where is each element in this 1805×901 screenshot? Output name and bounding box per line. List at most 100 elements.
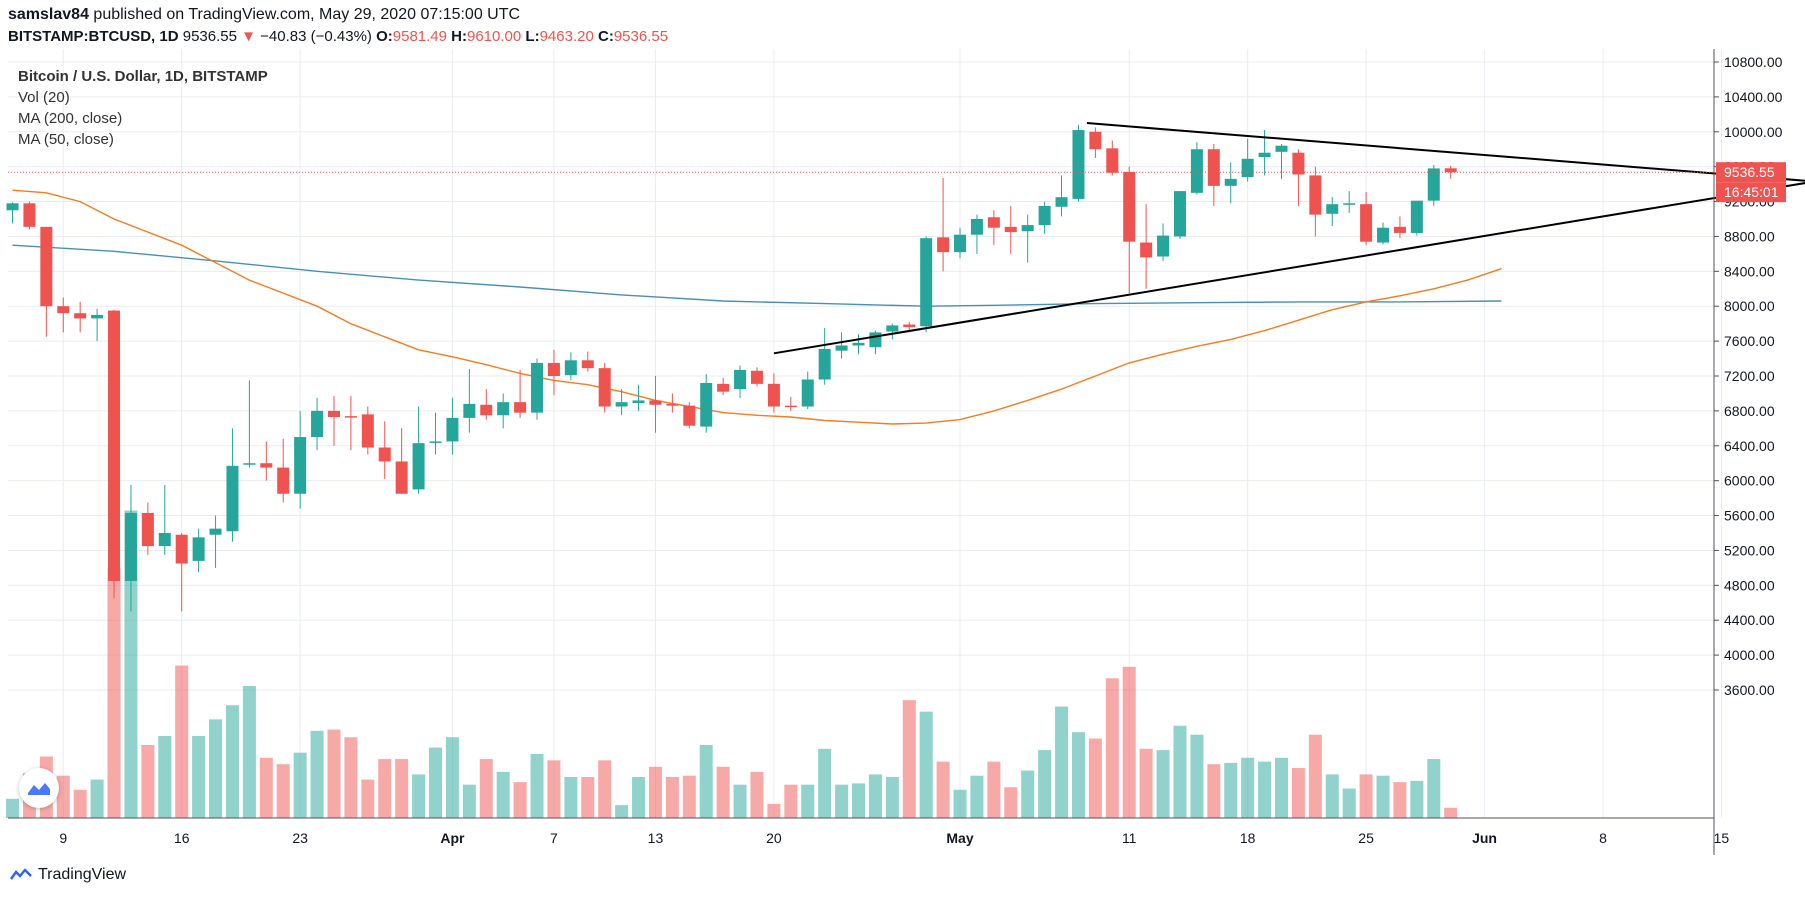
candle-body: [480, 404, 493, 416]
candle-body: [1004, 226, 1017, 233]
time-tick-label: 8: [1599, 830, 1607, 846]
price-tick-label: 6400.00: [1724, 438, 1775, 454]
author-name[interactable]: samslav84: [8, 6, 89, 23]
legend-title: Bitcoin / U.S. Dollar, 1D, BITSTAMP: [18, 68, 268, 85]
legend-volume[interactable]: Vol (20): [18, 89, 70, 106]
volume-bar: [970, 775, 984, 818]
volume-bar: [1088, 738, 1102, 818]
volume-bar: [868, 774, 882, 818]
moving-averages: [12, 189, 1502, 425]
tradingview-badge[interactable]: [19, 768, 59, 808]
legend: Bitcoin / U.S. Dollar, 1D, BITSTAMP Vol …: [18, 66, 268, 150]
price-tick-label: 8000.00: [1724, 298, 1775, 314]
volume-bar: [344, 737, 358, 818]
candle-body: [412, 443, 425, 490]
time-axis: 9 16 23 Apr 7 13 20 May 11 18 25 Jun 8 15: [59, 830, 1729, 846]
candle-body: [1309, 175, 1322, 215]
open-value: 9581.49: [392, 28, 447, 45]
price-tick-label: 4000.00: [1724, 647, 1775, 663]
candle-body: [6, 203, 19, 211]
volume-bar: [225, 705, 239, 818]
price-tick-label: 10400.00: [1724, 89, 1783, 105]
candle-body: [954, 234, 967, 253]
candle-body: [700, 382, 713, 427]
volume-bars: [6, 510, 1458, 818]
candle-body: [1258, 152, 1271, 158]
candle-body: [1241, 158, 1254, 178]
candle-body: [40, 226, 53, 307]
candle-body: [1393, 226, 1406, 233]
volume-bar: [835, 784, 849, 818]
candle-body: [91, 314, 104, 319]
candle-body: [192, 537, 205, 561]
time-tick-label: Jun: [1472, 830, 1497, 846]
volume-bar: [987, 761, 1001, 818]
candle-body: [750, 370, 763, 384]
volume-bar: [513, 782, 527, 818]
candle-body: [581, 360, 594, 369]
legend-ma200[interactable]: MA (200, close): [18, 110, 123, 127]
volume-bar: [293, 752, 307, 818]
volume-bar: [1071, 732, 1085, 818]
candle-body: [1072, 130, 1085, 199]
volume-bar: [1122, 666, 1136, 818]
volume-bar: [1021, 770, 1035, 818]
legend-ma50[interactable]: MA (50, close): [18, 131, 114, 148]
volume-bar: [852, 783, 865, 818]
candle-body: [226, 465, 239, 532]
price-tick-label: 4800.00: [1724, 577, 1775, 593]
volume-bar: [733, 784, 747, 818]
candle-body: [818, 348, 831, 380]
price-labels: 9536.55 16:45:01: [8, 162, 1786, 203]
candle-body: [666, 403, 679, 406]
candle-body: [378, 447, 391, 462]
volume-bar: [1393, 782, 1407, 818]
trendline-lower-support: [773, 182, 1805, 355]
volume-bar: [124, 510, 138, 818]
candle-body: [1377, 227, 1390, 243]
low-label: L:: [525, 28, 540, 45]
volume-bar: [1105, 678, 1119, 818]
volume-bar: [632, 777, 646, 818]
time-tick-label: 13: [648, 830, 664, 846]
price-tick-label: 5200.00: [1724, 542, 1775, 558]
volume-bar: [581, 777, 595, 818]
volume-bar: [1038, 750, 1052, 818]
candle-body: [852, 342, 865, 346]
price-tick-label: 3600.00: [1724, 682, 1775, 698]
volume-bar: [1359, 774, 1373, 818]
volume-bar: [1258, 761, 1272, 818]
candle-body: [1207, 149, 1220, 186]
time-tick-label: 7: [550, 830, 558, 846]
candle-body: [361, 414, 374, 448]
candle-body: [514, 402, 527, 413]
candle-body: [632, 400, 645, 404]
footer-brand[interactable]: TradingView: [38, 866, 127, 883]
candle-body: [108, 310, 121, 581]
volume-bar: [1342, 788, 1356, 818]
price-tick-label: 8800.00: [1724, 228, 1775, 244]
volume-bar: [547, 760, 561, 818]
volume-bar: [767, 803, 781, 818]
volume-bar: [1444, 807, 1458, 818]
volume-bar: [175, 665, 189, 818]
volume-bar: [378, 759, 392, 818]
volume-bar: [479, 759, 493, 818]
chart-line-icon: [28, 783, 50, 795]
candle-body: [598, 368, 611, 407]
volume-bar: [1325, 774, 1339, 818]
volume-bar: [462, 784, 476, 818]
candle-body: [970, 219, 983, 235]
volume-bar: [209, 719, 223, 818]
candle-body: [446, 417, 459, 442]
volume-bar: [242, 686, 256, 818]
candle-body: [1123, 171, 1136, 242]
time-tick-label: 9: [59, 830, 67, 846]
candle-body: [1444, 168, 1457, 173]
price-tick-label: 7200.00: [1724, 368, 1775, 384]
time-tick-label: 16: [174, 830, 190, 846]
volume-bar: [1207, 764, 1221, 818]
time-tick-label: 15: [1714, 830, 1730, 846]
last-price-label: 9536.55: [1724, 164, 1775, 180]
